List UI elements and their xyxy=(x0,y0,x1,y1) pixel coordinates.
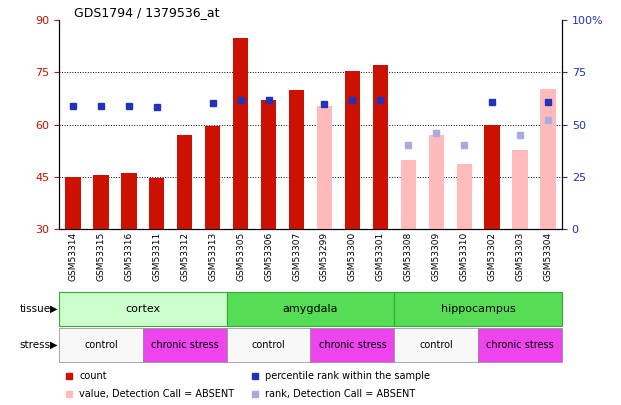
Text: GSM53301: GSM53301 xyxy=(376,232,385,281)
Bar xyxy=(233,38,248,229)
Bar xyxy=(59,292,227,326)
Text: value, Detection Call = ABSENT: value, Detection Call = ABSENT xyxy=(79,389,234,399)
Text: ▶: ▶ xyxy=(50,304,58,314)
Text: GSM53305: GSM53305 xyxy=(236,232,245,281)
Bar xyxy=(227,328,310,362)
Bar xyxy=(456,164,472,229)
Bar xyxy=(149,179,165,229)
Bar xyxy=(289,90,304,229)
Text: amygdala: amygdala xyxy=(283,304,338,314)
Text: percentile rank within the sample: percentile rank within the sample xyxy=(265,371,430,381)
Text: chronic stress: chronic stress xyxy=(151,340,219,350)
Bar xyxy=(512,149,528,229)
Text: rank, Detection Call = ABSENT: rank, Detection Call = ABSENT xyxy=(265,389,415,399)
Bar xyxy=(484,125,500,229)
Text: GSM53299: GSM53299 xyxy=(320,232,329,281)
Text: GSM53303: GSM53303 xyxy=(515,232,525,281)
Bar xyxy=(428,135,444,229)
Text: control: control xyxy=(84,340,118,350)
Bar xyxy=(317,106,332,229)
Text: GSM53310: GSM53310 xyxy=(460,232,469,281)
Text: GSM53313: GSM53313 xyxy=(208,232,217,281)
Bar xyxy=(261,100,276,229)
Bar xyxy=(401,160,416,229)
Text: GDS1794 / 1379536_at: GDS1794 / 1379536_at xyxy=(74,6,220,19)
Text: stress: stress xyxy=(19,340,51,350)
Text: control: control xyxy=(419,340,453,350)
Text: chronic stress: chronic stress xyxy=(486,340,554,350)
Text: control: control xyxy=(252,340,286,350)
Bar xyxy=(93,175,109,229)
Bar xyxy=(65,177,81,229)
Text: GSM53311: GSM53311 xyxy=(152,232,161,281)
Text: GSM53304: GSM53304 xyxy=(543,232,553,281)
Text: GSM53316: GSM53316 xyxy=(124,232,134,281)
Text: tissue: tissue xyxy=(19,304,51,314)
Text: ▶: ▶ xyxy=(50,340,58,350)
Bar xyxy=(478,328,562,362)
Text: GSM53307: GSM53307 xyxy=(292,232,301,281)
Text: GSM53315: GSM53315 xyxy=(96,232,106,281)
Bar xyxy=(373,66,388,229)
Text: hippocampus: hippocampus xyxy=(441,304,515,314)
Bar xyxy=(394,328,478,362)
Text: GSM53306: GSM53306 xyxy=(264,232,273,281)
Bar xyxy=(121,173,137,229)
Bar xyxy=(205,126,220,229)
Text: GSM53309: GSM53309 xyxy=(432,232,441,281)
Bar xyxy=(143,328,227,362)
Bar xyxy=(59,328,143,362)
Bar xyxy=(345,70,360,229)
Text: GSM53312: GSM53312 xyxy=(180,232,189,281)
Text: GSM53300: GSM53300 xyxy=(348,232,357,281)
Bar xyxy=(177,135,193,229)
Bar xyxy=(227,292,394,326)
Text: GSM53308: GSM53308 xyxy=(404,232,413,281)
Text: GSM53302: GSM53302 xyxy=(487,232,497,281)
Text: chronic stress: chronic stress xyxy=(319,340,386,350)
Text: count: count xyxy=(79,371,107,381)
Text: cortex: cortex xyxy=(125,304,160,314)
Text: GSM53314: GSM53314 xyxy=(68,232,78,281)
Bar xyxy=(540,89,556,229)
Bar xyxy=(394,292,562,326)
Bar xyxy=(310,328,394,362)
